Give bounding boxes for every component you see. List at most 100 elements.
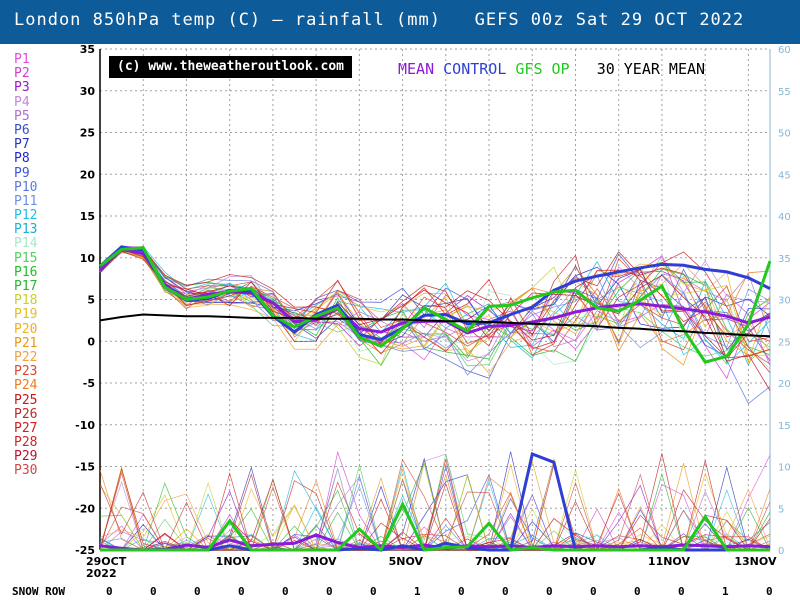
legend-item-p26: P26 xyxy=(14,406,38,422)
snow-row-value: 1 xyxy=(722,585,729,598)
temp-line-p10 xyxy=(99,247,771,405)
y-tick-label-left: -25 xyxy=(75,544,95,557)
y-tick-label-right: 20 xyxy=(778,379,791,390)
legend-item-p20: P20 xyxy=(14,321,38,337)
snow-row-value: 0 xyxy=(502,585,509,598)
legend-item-p19: P19 xyxy=(14,307,38,323)
legend-item-p17: P17 xyxy=(14,279,38,294)
legend-item-p3: P3 xyxy=(14,80,30,96)
y-tick-label-left: 10 xyxy=(80,252,96,265)
y-tick-label-right: 0 xyxy=(778,546,784,557)
snow-row-label: SNOW ROW xyxy=(12,585,65,598)
legend-item-p13: P13 xyxy=(14,222,38,238)
snow-row-value: 0 xyxy=(678,585,685,598)
legend-item-p5: P5 xyxy=(14,108,30,124)
y-tick-label-right: 25 xyxy=(778,337,791,348)
y-tick-label-right: 45 xyxy=(778,170,791,181)
x-tick-label: 29OCT xyxy=(86,555,127,568)
rain-line-control xyxy=(100,451,770,552)
snow-row: SNOW ROW 0 0 0 0 0 0 0 1 0 0 0 0 0 0 1 0 xyxy=(12,585,800,599)
legend-item-p28: P28 xyxy=(14,435,38,451)
y-tick-label-right: 50 xyxy=(778,129,791,140)
legend-item-p25: P25 xyxy=(14,392,38,408)
y-tick-label-right: 35 xyxy=(778,254,791,265)
legend-item-p6: P6 xyxy=(14,122,30,138)
x-tick-label: 13NOV xyxy=(734,555,777,568)
key-30-year-mean: 30 YEAR MEAN xyxy=(596,60,706,78)
snow-row-value: 0 xyxy=(546,585,553,598)
y-tick-label-left: 35 xyxy=(80,43,95,56)
legend-item-p16: P16 xyxy=(14,264,38,280)
x-tick-label: 5NOV xyxy=(389,555,424,568)
snow-row-value: 0 xyxy=(326,585,333,598)
temp-line-p21 xyxy=(99,252,771,366)
x-tick-label: 3NOV xyxy=(302,555,337,568)
x-tick-label: 1NOV xyxy=(216,555,251,568)
temp-line-p19 xyxy=(99,251,771,364)
y-tick-label-left: 15 xyxy=(80,210,95,223)
y-tick-label-right: 40 xyxy=(778,212,791,223)
key-control: CONTROL xyxy=(443,60,516,78)
legend-item-p7: P7 xyxy=(14,137,30,153)
temp-line-p22 xyxy=(99,249,771,374)
snow-row-value: 0 xyxy=(238,585,245,598)
y-tick-label-left: -20 xyxy=(75,502,95,515)
legend-item-p8: P8 xyxy=(14,151,30,167)
temp-line-gfs-op xyxy=(99,246,772,364)
y-tick-label-right: 55 xyxy=(778,87,791,98)
temp-line-p13 xyxy=(99,248,771,367)
temp-line-30-year-mean xyxy=(99,313,771,338)
y-tick-label-right: 30 xyxy=(778,296,791,307)
legend-item-p14: P14 xyxy=(14,236,38,252)
legend-item-p23: P23 xyxy=(14,364,38,380)
series-key: MEAN CONTROL GFS OP 30 YEAR MEAN xyxy=(398,60,705,78)
legend-item-p10: P10 xyxy=(14,179,38,195)
rain-line-p27 xyxy=(99,468,771,551)
y-tick-label-right: 5 xyxy=(778,504,784,515)
x-tick-label: 7NOV xyxy=(475,555,510,568)
y-tick-label-right: 10 xyxy=(778,463,791,474)
x-tick-year: 2022 xyxy=(86,567,117,580)
snow-row-value: 0 xyxy=(370,585,377,598)
legend-item-p29: P29 xyxy=(14,449,38,465)
rain-line-gfs-op xyxy=(100,500,770,553)
x-tick-label: 9NOV xyxy=(561,555,596,568)
legend-item-p9: P9 xyxy=(14,165,30,181)
y-tick-label-left: 20 xyxy=(80,168,96,181)
y-tick-label-left: -15 xyxy=(75,461,95,474)
temp-line-p28 xyxy=(99,250,771,373)
snow-row-value: 0 xyxy=(590,585,597,598)
legend-item-p2: P2 xyxy=(14,66,30,82)
y-tick-label-left: 0 xyxy=(87,335,95,348)
legend-item-p22: P22 xyxy=(14,349,38,365)
snow-row-value: 0 xyxy=(634,585,641,598)
y-tick-label-left: -5 xyxy=(83,377,95,390)
legend-item-p27: P27 xyxy=(14,420,38,436)
legend-item-p12: P12 xyxy=(14,208,38,224)
y-tick-label-left: 25 xyxy=(80,127,95,140)
chart-title: London 850hPa temp (C) — rainfall (mm) G… xyxy=(14,10,745,30)
temp-line-p29 xyxy=(99,246,771,391)
legend-item-p21: P21 xyxy=(14,335,38,351)
y-tick-label-left: 5 xyxy=(87,294,95,307)
y-tick-label-right: 60 xyxy=(778,45,791,56)
temp-line-p12 xyxy=(99,246,771,365)
temp-line-p17 xyxy=(99,247,771,360)
rain-line-p25 xyxy=(100,453,771,551)
legend-item-p24: P24 xyxy=(14,378,38,394)
snow-row-value: 0 xyxy=(150,585,157,598)
y-tick-label-left: 30 xyxy=(80,85,96,98)
snow-row-value: 1 xyxy=(414,585,421,598)
member-legend: P1 P2 P3 P4 P5 P6 P7 P8 P9 P10 P11 P12 P13 P14 P15 P16 P… xyxy=(14,52,84,479)
legend-item-p30: P30 xyxy=(14,463,38,479)
y-tick-label-right: 15 xyxy=(778,421,791,432)
watermark: (c) www.theweatheroutlook.com xyxy=(109,56,352,78)
snow-row-value: 0 xyxy=(282,585,289,598)
temp-line-p5 xyxy=(99,245,771,348)
snow-row-value: 0 xyxy=(766,585,773,598)
legend-item-p4: P4 xyxy=(14,94,30,110)
snow-row-value: 0 xyxy=(106,585,113,598)
key-gfs-op: GFS OP xyxy=(515,60,597,78)
temp-line-p14 xyxy=(99,248,771,370)
